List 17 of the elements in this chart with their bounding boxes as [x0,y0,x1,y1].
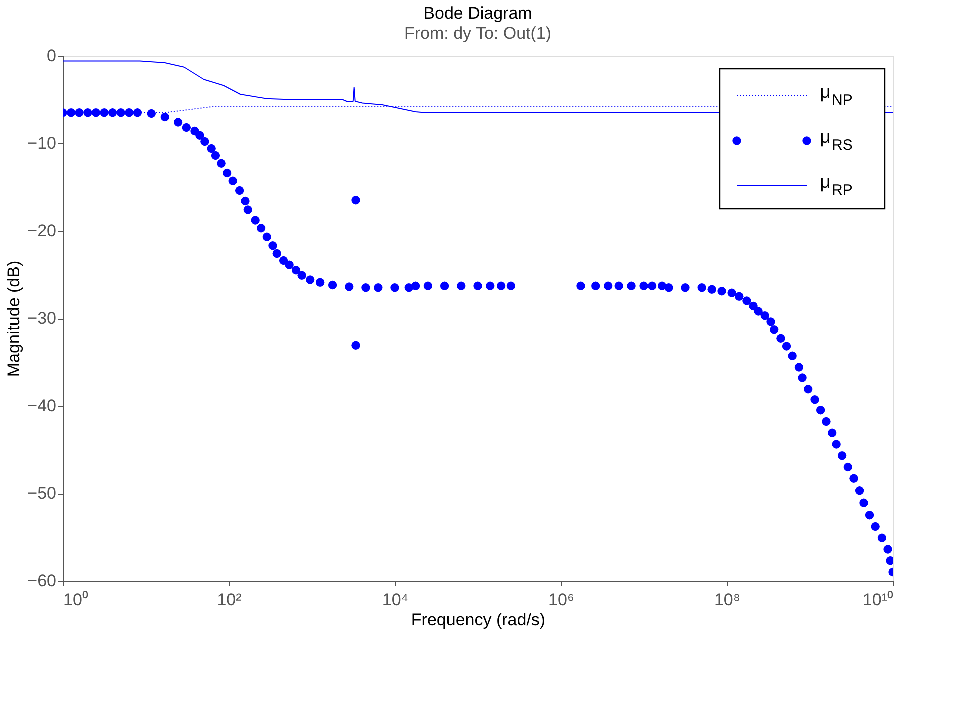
y-tick-label: −60 [28,572,56,590]
y-tick-label: −10 [28,134,56,153]
chart-subtitle: From: dy To: Out(1) [404,24,552,43]
y-tick-label: −30 [28,309,56,328]
y-axis-title: Magnitude (dB) [4,260,24,378]
y-tick-label: −50 [28,484,56,503]
y-tick-label: −40 [28,396,56,416]
x-tick-label: 10⁰ [64,590,88,610]
x-tick-label: 10¹⁰ [862,590,894,610]
x-tick-label: 10² [217,590,242,610]
y-tick-label: −20 [28,222,56,240]
x-axis-title: Frequency (rad/s) [411,610,546,630]
x-tick-label: 10⁸ [714,590,741,610]
x-tick-label: 10⁴ [382,590,409,610]
y-tick-label: 0 [47,46,56,66]
x-tick-label: 10⁶ [548,590,574,610]
chart-title: Bode Diagram [424,4,532,23]
